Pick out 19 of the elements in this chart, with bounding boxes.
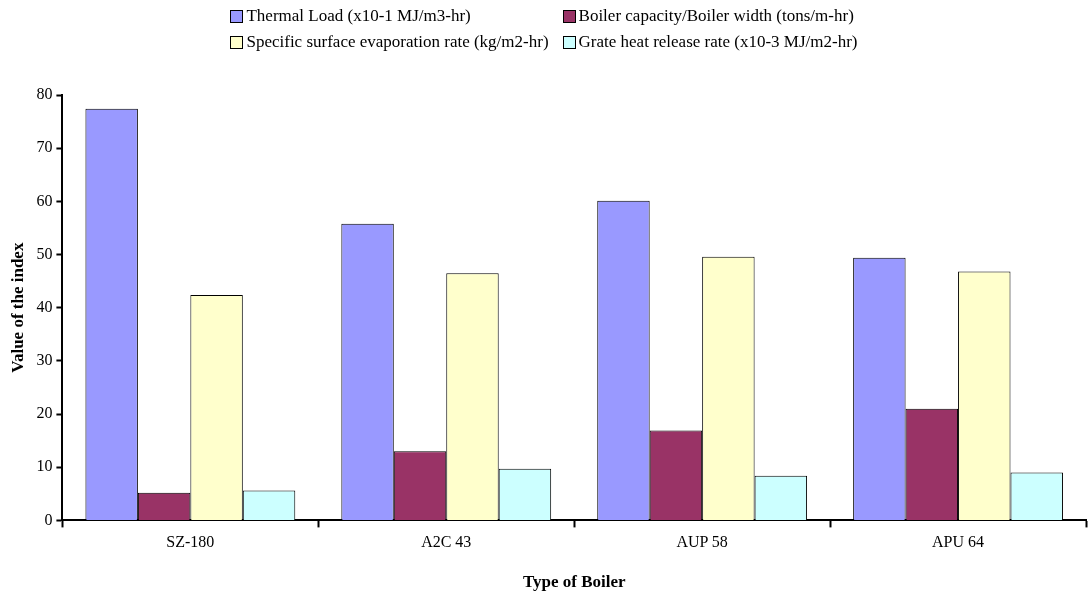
y-tick-label: 70 bbox=[36, 138, 53, 156]
y-tick-label: 40 bbox=[36, 297, 53, 315]
y-tick-label: 0 bbox=[44, 510, 53, 528]
x-axis-title: Type of Boiler bbox=[522, 572, 626, 592]
legend-label: Grate heat release rate (x10-3 MJ/m2-hr) bbox=[578, 32, 858, 52]
y-axis-title: Value of the index bbox=[7, 242, 27, 373]
x-tick-label: APU 64 bbox=[932, 533, 985, 551]
y-tick-label: 60 bbox=[36, 191, 53, 209]
y-tick-label: 30 bbox=[36, 351, 53, 369]
legend-label: Boiler capacity/Boiler width (tons/m-hr) bbox=[578, 6, 854, 26]
legend-label: Specific surface evaporation rate (kg/m2-hr) bbox=[246, 32, 549, 52]
y-tick-label: 80 bbox=[36, 85, 53, 103]
x-tick-label: A2C 43 bbox=[421, 533, 472, 551]
x-tick-label: SZ-180 bbox=[166, 533, 215, 551]
y-tick-label: 20 bbox=[36, 404, 53, 422]
x-tick-label: AUP 58 bbox=[676, 533, 728, 551]
legend-label: Thermal Load (x10-1 MJ/m3-hr) bbox=[246, 6, 471, 26]
y-tick-label: 10 bbox=[36, 457, 53, 475]
y-tick-label: 50 bbox=[36, 244, 53, 262]
